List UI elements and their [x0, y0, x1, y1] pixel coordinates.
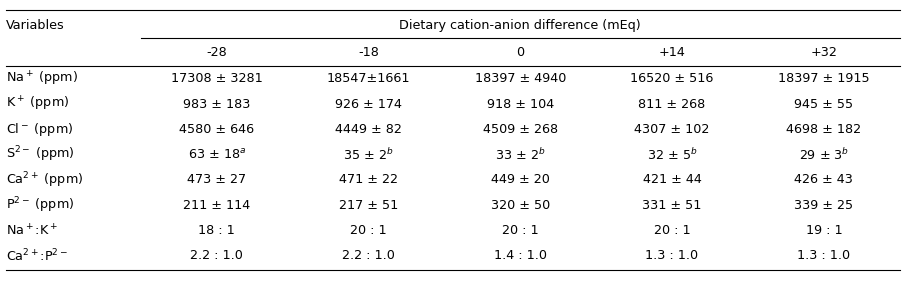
Text: 20 : 1: 20 : 1	[502, 224, 538, 237]
Text: 20 : 1: 20 : 1	[654, 224, 690, 237]
Text: 918 ± 104: 918 ± 104	[486, 97, 554, 110]
Text: 20 : 1: 20 : 1	[350, 224, 387, 237]
Text: K$^+$ (ppm): K$^+$ (ppm)	[6, 95, 69, 113]
Text: Na$^+$:K$^+$: Na$^+$:K$^+$	[6, 223, 58, 238]
Text: 473 ± 27: 473 ± 27	[187, 174, 246, 187]
Text: 0: 0	[516, 46, 524, 59]
Text: 926 ± 174: 926 ± 174	[335, 97, 402, 110]
Text: 983 ± 183: 983 ± 183	[183, 97, 251, 110]
Text: 331 ± 51: 331 ± 51	[642, 199, 702, 212]
Text: 421 ± 44: 421 ± 44	[642, 174, 702, 187]
Text: Ca$^{2+}$ (ppm): Ca$^{2+}$ (ppm)	[6, 170, 83, 190]
Text: Cl$^-$ (ppm): Cl$^-$ (ppm)	[6, 121, 73, 138]
Text: 2.2 : 1.0: 2.2 : 1.0	[190, 249, 244, 262]
Text: 63 ± 18$^a$: 63 ± 18$^a$	[188, 148, 246, 162]
Text: +32: +32	[810, 46, 837, 59]
Text: 2.2 : 1.0: 2.2 : 1.0	[342, 249, 395, 262]
Text: 339 ± 25: 339 ± 25	[795, 199, 853, 212]
Text: Ca$^{2+}$:P$^{2-}$: Ca$^{2+}$:P$^{2-}$	[6, 248, 68, 264]
Text: -28: -28	[207, 46, 227, 59]
Text: S$^{2-}$ (ppm): S$^{2-}$ (ppm)	[6, 145, 75, 164]
Text: 18397 ± 4940: 18397 ± 4940	[474, 72, 566, 85]
Text: 32 ± 5$^b$: 32 ± 5$^b$	[647, 147, 697, 163]
Text: 471 ± 22: 471 ± 22	[339, 174, 398, 187]
Text: 19 : 1: 19 : 1	[805, 224, 842, 237]
Text: 4449 ± 82: 4449 ± 82	[335, 123, 402, 136]
Text: 426 ± 43: 426 ± 43	[795, 174, 853, 187]
Text: 4580 ± 646: 4580 ± 646	[179, 123, 254, 136]
Text: 35 ± 2$^b$: 35 ± 2$^b$	[343, 147, 393, 163]
Text: 1.3 : 1.0: 1.3 : 1.0	[797, 249, 851, 262]
Text: 320 ± 50: 320 ± 50	[491, 199, 550, 212]
Text: P$^{2-}$ (ppm): P$^{2-}$ (ppm)	[6, 195, 74, 215]
Text: 33 ± 2$^b$: 33 ± 2$^b$	[495, 147, 546, 163]
Text: 4509 ± 268: 4509 ± 268	[483, 123, 557, 136]
Text: 18 : 1: 18 : 1	[198, 224, 235, 237]
Text: Dietary cation-anion difference (mEq): Dietary cation-anion difference (mEq)	[400, 19, 641, 32]
Text: 211 ± 114: 211 ± 114	[183, 199, 250, 212]
Text: 17308 ± 3281: 17308 ± 3281	[170, 72, 262, 85]
Text: Na$^+$ (ppm): Na$^+$ (ppm)	[6, 70, 78, 88]
Text: 29 ± 3$^b$: 29 ± 3$^b$	[798, 147, 849, 163]
Text: 217 ± 51: 217 ± 51	[339, 199, 398, 212]
Text: 4307 ± 102: 4307 ± 102	[634, 123, 710, 136]
Text: Variables: Variables	[6, 19, 65, 32]
Text: 811 ± 268: 811 ± 268	[639, 97, 705, 110]
Text: 4698 ± 182: 4698 ± 182	[787, 123, 861, 136]
Text: +14: +14	[658, 46, 686, 59]
Text: 1.4 : 1.0: 1.4 : 1.0	[493, 249, 547, 262]
Text: 449 ± 20: 449 ± 20	[491, 174, 549, 187]
Text: 945 ± 55: 945 ± 55	[795, 97, 853, 110]
Text: 18547±1661: 18547±1661	[327, 72, 410, 85]
Text: 1.3 : 1.0: 1.3 : 1.0	[646, 249, 698, 262]
Text: -18: -18	[358, 46, 379, 59]
Text: 16520 ± 516: 16520 ± 516	[630, 72, 713, 85]
Text: 18397 ± 1915: 18397 ± 1915	[778, 72, 870, 85]
